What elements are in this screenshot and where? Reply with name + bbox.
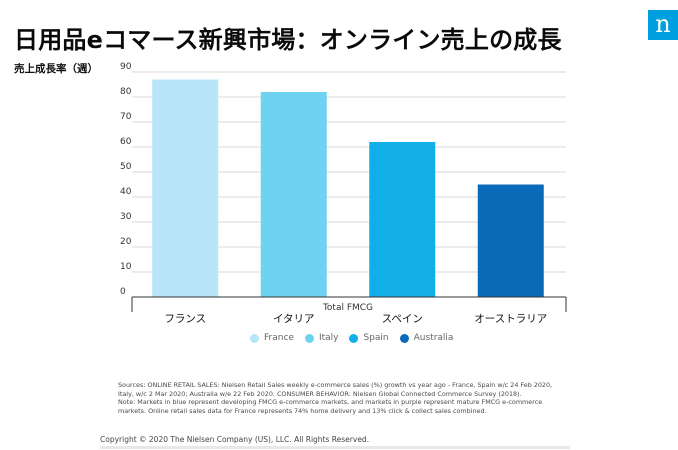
legend-label: Italy [318,333,339,343]
legend-item-spain: Spain [349,333,389,343]
x-tick-label: フランス [164,313,206,325]
x-axis [131,296,567,312]
y-tick-label: 90 [120,62,132,72]
legend-swatch [349,333,359,343]
x-tick-label: スペイン [382,313,423,325]
legend-item-australia: Australia [399,333,454,343]
sources-line: Italy, w/c 2 Mar 2020; Australia w/e 22 … [118,389,522,398]
legend: France Italy Spain Australia [250,331,453,345]
y-tick-label: 40 [120,187,132,197]
bar [369,142,436,297]
legend-label: Australia [413,333,454,343]
sources-line: markets. Online retail sales data for Fr… [118,406,487,415]
y-tick-label: 50 [120,162,132,172]
x-tick-label: オーストラリア [474,313,547,325]
sources-note: Sources: ONLINE RETAIL SALES: Nielsen Re… [118,381,573,415]
legend-label: Spain [363,333,389,343]
y-tick-label: 70 [120,112,132,122]
bars [152,79,544,297]
legend-swatch [250,333,259,343]
y-tick-label: 30 [120,212,132,222]
y-tick-label: 80 [120,87,132,97]
y-tick-label: 10 [120,262,132,272]
y-axis-label: 売上成長率（週） [14,63,98,75]
legend-swatch [399,333,409,343]
page-title: 日用品eコマース新興市場：オンライン売上の成長 [14,26,562,54]
bar [260,92,327,297]
copyright: Copyright © 2020 The Nielsen Company (US… [100,435,370,444]
legend-item-france: France [250,333,294,343]
x-axis-ticks: フランス イタリア スペイン オーストラリア [164,313,547,325]
legend-label: France [264,333,294,343]
legend-item-italy: Italy [304,333,339,343]
y-tick-label: 0 [120,287,126,297]
bar [152,79,219,297]
sources-line: Sources: ONLINE RETAIL SALES: Nielsen Re… [118,381,553,389]
sources-line: Note: Markets in blue represent developi… [118,398,543,407]
y-tick-label: 20 [120,237,132,247]
y-axis-ticks: 0 10 20 30 40 50 60 70 80 90 [120,62,132,297]
x-tick-label: イタリア [273,313,315,325]
bar [477,184,544,297]
nielsen-logo: n [648,10,678,40]
y-tick-label: 60 [120,137,132,147]
legend-swatch [304,333,314,343]
x-axis-label: Total FMCG [322,303,373,313]
footer-divider [100,446,570,449]
